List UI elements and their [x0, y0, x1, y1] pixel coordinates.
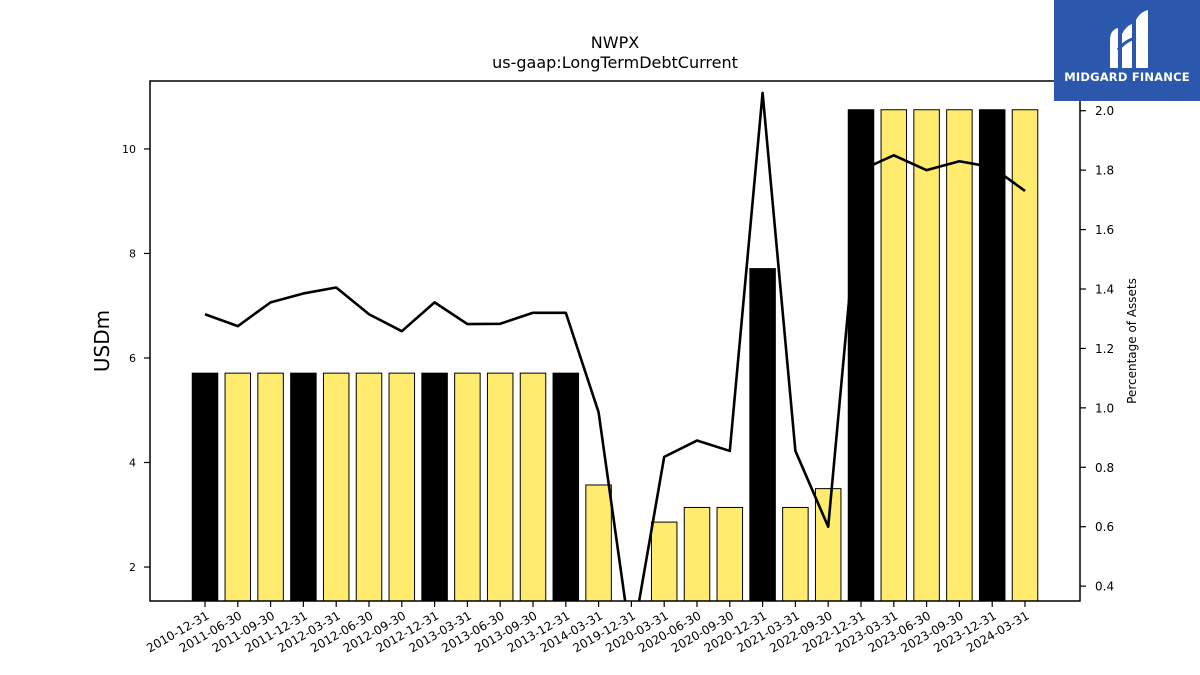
y-axis-right: 0.4 0.6 0.8 1.0 1.2 1.4 1.6 1.8 2.0: [1080, 104, 1114, 594]
bar-2020-09-30: [716, 506, 744, 602]
y2-tick-label: 2.0: [1095, 104, 1114, 118]
bar-2023-03-31: [880, 109, 908, 602]
bar-2013-12-31: [552, 372, 580, 602]
percentage-of-assets-line: [204, 91, 1026, 601]
y2-tick-label: 0.6: [1095, 520, 1114, 534]
bar-2022-12-31: [847, 109, 875, 602]
y2-axis-label: Percentage of Assets: [1125, 278, 1139, 404]
bars: [191, 109, 1039, 602]
y-tick-label: 2: [129, 561, 136, 574]
y2-tick-label: 0.4: [1095, 580, 1114, 594]
plot-frame: [149, 80, 1081, 602]
bar-2012-06-30: [355, 372, 383, 602]
bar-2011-09-30: [257, 372, 284, 602]
bar-2023-06-30: [913, 109, 940, 602]
bar-2014-03-31: [585, 484, 612, 602]
brand-logo: MIDGARD FINANCE: [1054, 0, 1200, 101]
bar-2013-03-31: [454, 372, 481, 602]
y2-tick-label: 1.2: [1095, 342, 1114, 356]
bar-2020-03-31: [650, 521, 678, 602]
bar-2013-09-30: [519, 372, 547, 602]
y-tick-label: 8: [129, 247, 136, 260]
y2-tick-label: 0.8: [1095, 461, 1114, 475]
y-axis-left: 2 4 6 8 10: [122, 143, 150, 574]
brand-mark-icon: [1110, 10, 1148, 68]
y-tick-label: 4: [129, 457, 136, 470]
y2-tick-label: 1.4: [1095, 283, 1114, 297]
bar-2012-03-31: [322, 372, 350, 602]
y-tick-label: 6: [129, 352, 136, 365]
y-axis-label: USDm: [90, 310, 114, 372]
y2-tick-label: 1.8: [1095, 164, 1114, 178]
bar-2012-09-30: [388, 372, 416, 602]
bar-2013-06-30: [486, 372, 514, 602]
brand-name: MIDGARD FINANCE: [1064, 70, 1190, 84]
bar-2023-12-31: [978, 109, 1006, 602]
bar-2011-12-31: [290, 372, 317, 602]
y2-tick-label: 1.6: [1095, 223, 1114, 237]
y-tick-label: 10: [122, 143, 136, 156]
bar-2011-06-30: [224, 372, 252, 602]
bar-2010-12-31: [191, 372, 219, 602]
y2-tick-label: 1.0: [1095, 401, 1114, 415]
bar-2023-09-30: [946, 109, 973, 602]
percentage-line-group: [204, 91, 1026, 601]
bar-2021-03-31: [782, 506, 809, 602]
bar-2020-12-31: [749, 268, 776, 602]
chart-subtitle: us-gaap:LongTermDebtCurrent: [492, 53, 738, 72]
bar-2020-06-30: [683, 506, 711, 602]
bar-2012-12-31: [421, 372, 448, 602]
chart-title: NWPX: [591, 33, 639, 52]
x-axis: 2010-12-312011-06-302011-09-302011-12-31…: [144, 601, 1032, 655]
